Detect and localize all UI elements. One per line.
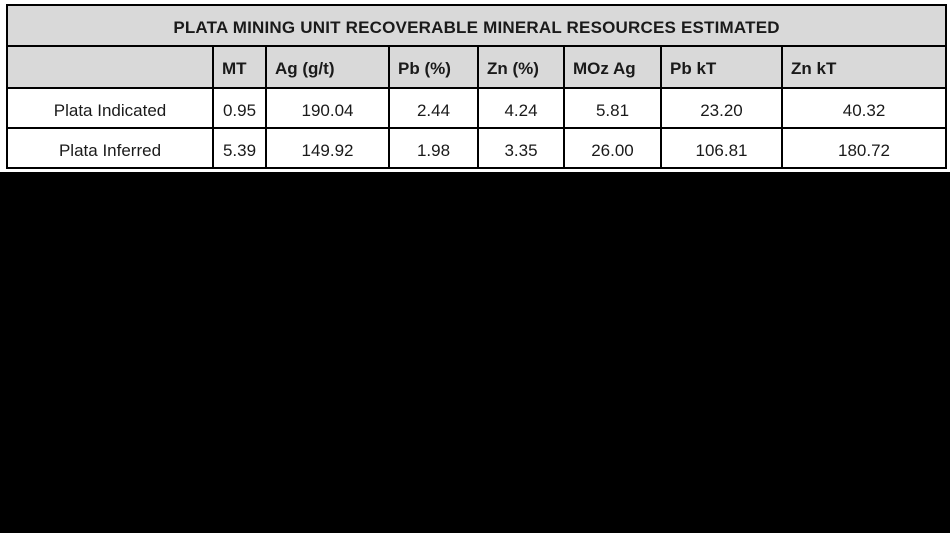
table-title-row: PLATA MINING UNIT RECOVERABLE MINERAL RE… (5, 4, 948, 47)
black-background-area (0, 172, 950, 533)
table-body: PLATA MINING UNIT RECOVERABLE MINERAL RE… (5, 4, 948, 169)
column-header-zn-kt: Zn kT (780, 45, 948, 89)
table-row: Plata Inferred 5.39 149.92 1.98 3.35 26.00 106… (6, 127, 948, 169)
cell-value: 190.04 (265, 87, 390, 129)
cell-value: 4.24 (477, 87, 565, 129)
cell-value: 0.95 (212, 87, 267, 129)
cell-value: 5.39 (212, 127, 267, 169)
column-header-pb-kt: Pb kT (660, 45, 783, 89)
cell-value: 180.72 (780, 127, 948, 169)
column-header-zn: Zn (%) (477, 45, 565, 89)
column-header-pb: Pb (%) (388, 45, 479, 89)
cell-value: 106.81 (660, 127, 783, 169)
table-header-row: MT Ag (g/t) Pb (%) Zn (%) MOz Ag Pb kT Zn kT (6, 45, 948, 89)
cell-value: 149.92 (265, 127, 390, 169)
cell-value: 2.44 (388, 87, 479, 129)
table-panel: PLATA MINING UNIT RECOVERABLE MINERAL RE… (0, 0, 950, 172)
cell-value: 23.20 (660, 87, 783, 129)
cell-value: 1.98 (388, 127, 479, 169)
row-label: Plata Inferred (6, 127, 214, 169)
cell-value: 26.00 (563, 127, 662, 169)
table-title: PLATA MINING UNIT RECOVERABLE MINERAL RE… (5, 4, 948, 47)
column-header-ag-g-t: Ag (g/t) (265, 45, 390, 89)
row-label: Plata Indicated (6, 87, 214, 129)
cell-value: 40.32 (780, 87, 948, 129)
column-header-moz-ag: MOz Ag (563, 45, 662, 89)
table-row: Plata Indicated 0.95 190.04 2.44 4.24 5.81 23.… (6, 87, 948, 129)
column-header-mt: MT (212, 45, 267, 89)
cell-value: 5.81 (563, 87, 662, 129)
column-header-blank (6, 45, 214, 89)
mineral-resources-table: PLATA MINING UNIT RECOVERABLE MINERAL RE… (5, 4, 948, 169)
cell-value: 3.35 (477, 127, 565, 169)
